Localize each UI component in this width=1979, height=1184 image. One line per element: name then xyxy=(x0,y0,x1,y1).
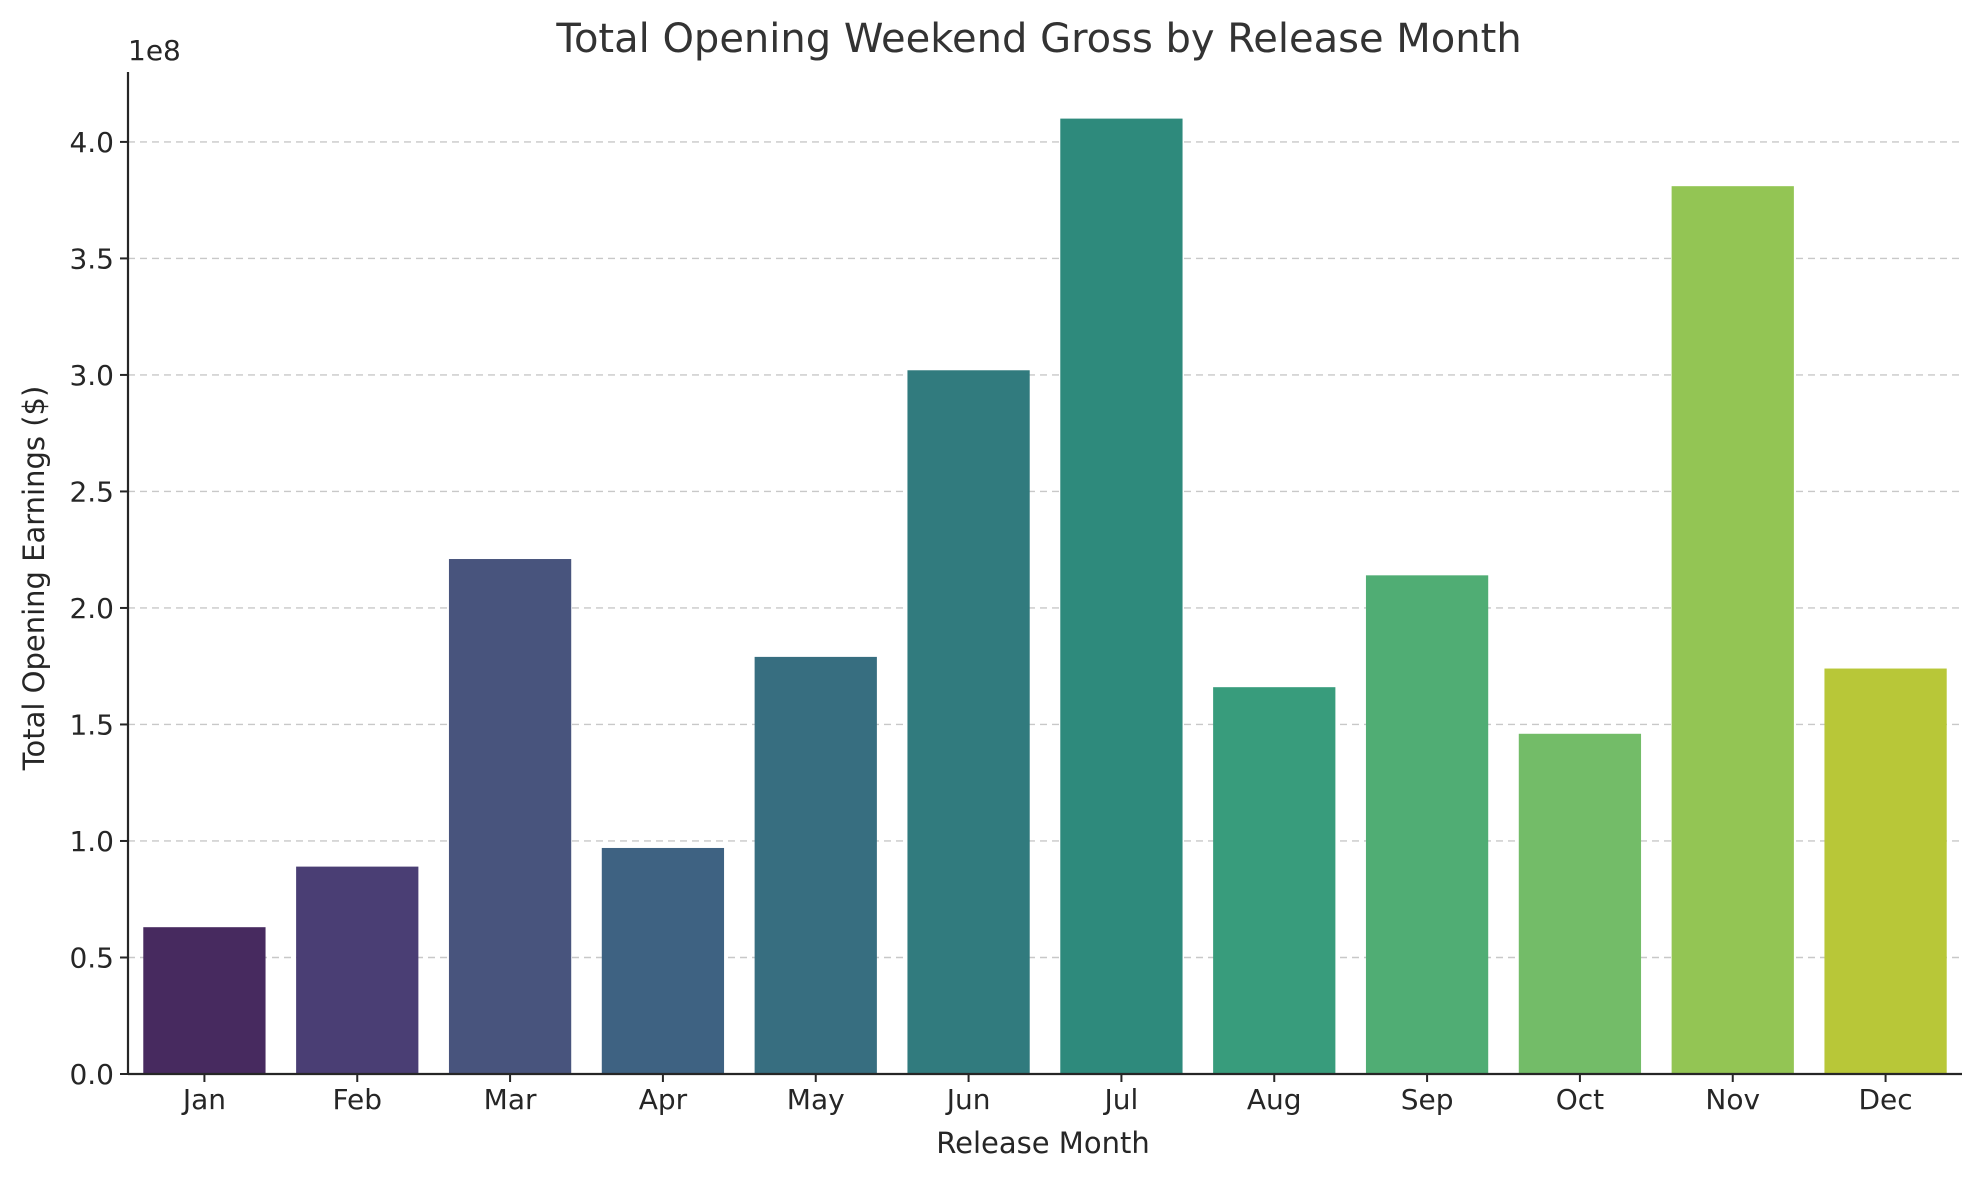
bar-sep xyxy=(1365,575,1489,1074)
x-tick-label: Mar xyxy=(484,1083,537,1116)
tick-layer: 0.0 0.5 1.0 1.5 2.0 2.5 3.0 3.5 4.0 Jan Feb Mar Apr M… xyxy=(69,126,1912,1116)
y-tick-label: 0.0 xyxy=(69,1058,114,1091)
y-tick-label: 3.5 xyxy=(69,242,114,275)
bar-jan xyxy=(143,927,266,1074)
chart-title: Total Opening Weekend Gross by Release M… xyxy=(555,16,1521,62)
bar-may xyxy=(754,656,877,1074)
x-tick-label: Aug xyxy=(1247,1083,1302,1116)
x-tick-label: Apr xyxy=(639,1083,688,1116)
bar-dec xyxy=(1824,668,1947,1074)
x-tick-label: Sep xyxy=(1401,1083,1454,1116)
x-axis-label: Release Month xyxy=(936,1126,1149,1160)
y-tick-label: 0.5 xyxy=(69,941,114,974)
y-axis-label: Total Opening Earnings ($) xyxy=(17,386,51,772)
y-tick-label: 3.0 xyxy=(69,359,114,392)
x-tick-label: Nov xyxy=(1705,1083,1760,1116)
y-tick-label: 2.5 xyxy=(69,475,114,508)
bar-jun xyxy=(907,370,1030,1074)
bar-jul xyxy=(1060,118,1183,1074)
bar-feb xyxy=(296,866,419,1074)
x-tick-label: Oct xyxy=(1556,1083,1604,1116)
x-tick-label: May xyxy=(787,1083,845,1116)
x-tick-label: Jul xyxy=(1103,1083,1139,1116)
bar-apr xyxy=(601,847,725,1074)
x-tick-label: Jun xyxy=(945,1083,991,1116)
y-axis-offset-label: 1e8 xyxy=(128,34,181,67)
bar-mar xyxy=(448,559,572,1074)
bar-aug xyxy=(1213,687,1336,1074)
grid-layer xyxy=(128,141,1962,959)
y-tick-label: 4.0 xyxy=(69,126,114,159)
x-tick-label: Jan xyxy=(181,1083,226,1116)
bar-layer xyxy=(143,118,1947,1074)
x-tick-label: Dec xyxy=(1858,1083,1912,1116)
axis-layer xyxy=(126,72,1962,1076)
y-tick-label: 2.0 xyxy=(69,592,114,625)
y-tick-label: 1.5 xyxy=(69,708,114,741)
bar-oct xyxy=(1518,733,1642,1074)
y-tick-label: 1.0 xyxy=(69,825,114,858)
x-tick-label: Feb xyxy=(332,1083,382,1116)
bar-nov xyxy=(1671,186,1794,1074)
